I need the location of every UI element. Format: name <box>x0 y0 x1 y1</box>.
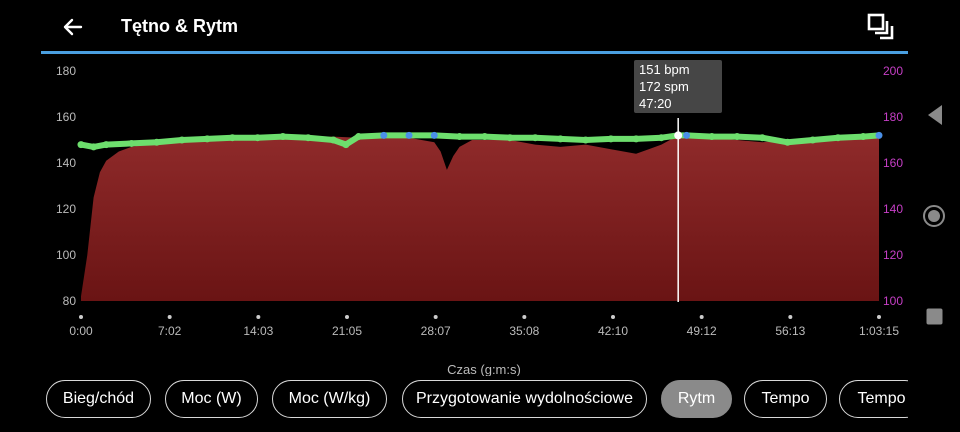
nav-recents-icon[interactable] <box>926 308 943 325</box>
cadence-point <box>153 138 161 146</box>
cadence-point <box>758 134 766 142</box>
x-tick-dot <box>611 315 615 319</box>
cadence-point <box>279 133 287 141</box>
y-right-tick-label: 200 <box>883 64 903 78</box>
y-left-tick-label: 180 <box>56 64 76 78</box>
x-tick-dot <box>522 315 527 319</box>
nav-back-icon[interactable] <box>926 104 944 126</box>
cadence-point <box>405 131 413 139</box>
x-tick-label: 0:00 <box>69 324 93 338</box>
y-right-tick-label: 100 <box>883 294 903 308</box>
y-left-tick-label: 160 <box>56 110 76 124</box>
chip-run-walk[interactable]: Bieg/chód <box>46 380 151 418</box>
page-title: Tętno & Rytm <box>121 16 238 36</box>
cadence-point <box>834 134 842 142</box>
x-tick-dot <box>788 315 793 319</box>
y-left-tick-label: 120 <box>56 202 76 216</box>
tooltip-hr: 151 bpm <box>639 62 690 77</box>
cadence-point <box>683 131 691 139</box>
expand-icon <box>867 13 894 40</box>
arrow-left-icon <box>63 18 83 36</box>
cadence-point <box>531 134 539 142</box>
cadence-point <box>657 134 665 142</box>
cadence-point <box>380 131 388 139</box>
chip-cadence[interactable]: Rytm <box>661 380 732 418</box>
back-button[interactable] <box>58 12 88 42</box>
cadence-point <box>859 133 867 141</box>
chip-performance-condition[interactable]: Przygotowanie wydolnościowe <box>402 380 647 418</box>
y-right-tick-label: 120 <box>883 248 903 262</box>
cadence-point <box>178 136 186 144</box>
chip-pace-2[interactable]: Tempo <box>839 380 908 418</box>
cadence-point <box>304 134 312 142</box>
x-tick-label: 35:08 <box>509 324 539 338</box>
header-divider <box>41 51 908 54</box>
cadence-point <box>481 133 489 141</box>
x-tick-label: 21:05 <box>332 324 362 338</box>
cadence-point <box>607 135 615 143</box>
nav-home-icon[interactable] <box>922 204 946 228</box>
cadence-point <box>455 133 463 141</box>
cadence-series-line <box>78 132 882 150</box>
tooltip-box <box>634 60 722 113</box>
cadence-point <box>784 138 792 146</box>
cursor-tooltip: 151 bpm 172 spm 47:20 <box>634 60 722 302</box>
cadence-point <box>228 134 236 142</box>
y-left-tick-label: 100 <box>56 248 76 262</box>
chip-pace[interactable]: Tempo <box>744 380 827 418</box>
x-tick-label: 14:03 <box>243 324 273 338</box>
cadence-point <box>77 141 85 149</box>
x-tick-dot <box>699 315 704 319</box>
y-right-tick-label: 160 <box>883 156 903 170</box>
cadence-point <box>127 139 135 147</box>
cadence-point <box>430 131 438 139</box>
cadence-point <box>733 133 741 141</box>
cadence-point <box>254 134 262 142</box>
cursor-marker <box>674 131 683 140</box>
cadence-point <box>809 136 817 144</box>
metric-chip-bar: Bieg/chód Moc (W) Moc (W/kg) Przygotowan… <box>46 380 908 420</box>
x-tick-dot <box>256 315 261 319</box>
cadence-point <box>102 141 110 149</box>
x-tick-label: 28:07 <box>421 324 451 338</box>
heart-rate-cadence-chart[interactable]: 180 160 140 120 100 80 200 180 160 140 120 100 0:0… <box>0 56 910 376</box>
chip-power[interactable]: Moc (W) <box>165 380 258 418</box>
tooltip-time: 47:20 <box>639 96 672 111</box>
cadence-point <box>708 133 716 141</box>
heart-rate-area <box>81 136 879 301</box>
fullscreen-button[interactable] <box>866 12 896 42</box>
tooltip-cadence: 172 spm <box>639 79 689 94</box>
x-tick-dot <box>433 315 438 319</box>
x-tick-label: 56:13 <box>775 324 805 338</box>
y-left-tick-label: 80 <box>63 294 77 308</box>
chip-power-per-kg[interactable]: Moc (W/kg) <box>272 380 387 418</box>
y-left-tick-label: 140 <box>56 156 76 170</box>
cadence-point <box>355 133 363 141</box>
x-tick-dot <box>345 315 349 319</box>
x-tick-dot <box>167 315 172 319</box>
cadence-point <box>203 135 211 143</box>
cadence-point <box>875 131 883 139</box>
cadence-point <box>90 143 98 151</box>
y-right-tick-label: 140 <box>883 202 903 216</box>
x-tick-dot <box>877 315 881 319</box>
cadence-point <box>582 136 590 144</box>
app-header: Tętno & Rytm <box>0 0 910 54</box>
y-right-tick-label: 180 <box>883 110 903 124</box>
x-tick-label: 42:10 <box>598 324 628 338</box>
cadence-point <box>556 135 564 143</box>
cadence-point <box>329 136 337 144</box>
x-tick-label: 1:03:15 <box>859 324 899 338</box>
x-axis-label: Czas (g:m:s) <box>447 362 521 376</box>
x-tick-label: 49:12 <box>687 324 717 338</box>
cadence-point <box>506 134 514 142</box>
system-nav-bar <box>910 0 960 432</box>
cadence-point <box>342 141 350 149</box>
x-tick-label: 7:02 <box>158 324 182 338</box>
x-tick-dot <box>79 315 83 319</box>
cadence-point <box>632 135 640 143</box>
